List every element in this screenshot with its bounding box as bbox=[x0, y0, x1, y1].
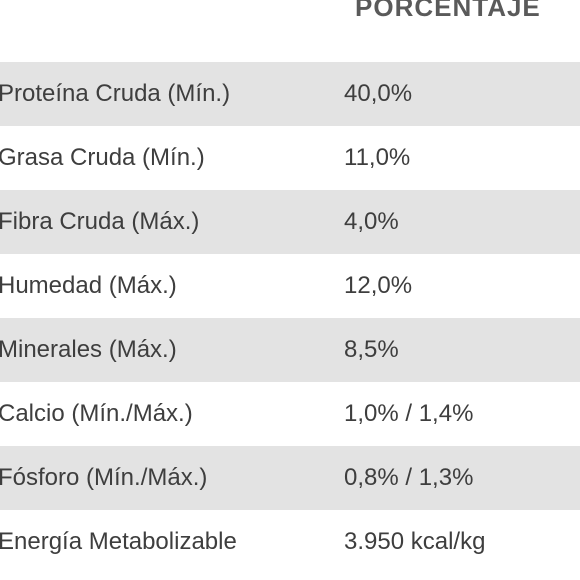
column-header-porcentaje: PORCENTAJE bbox=[355, 0, 541, 22]
table-row: Minerales (Máx.) 8,5% bbox=[0, 318, 580, 382]
nutrient-name: Humedad (Máx.) bbox=[0, 272, 177, 299]
nutrient-value: 8,5% bbox=[344, 336, 399, 363]
nutrient-name: Energía Metabolizable bbox=[0, 528, 237, 555]
nutrient-name: Fósforo (Mín./Máx.) bbox=[0, 464, 208, 491]
nutrient-value: 0,8% / 1,3% bbox=[344, 464, 474, 491]
table-row: Grasa Cruda (Mín.) 11,0% bbox=[0, 126, 580, 190]
nutrient-name: Minerales (Máx.) bbox=[0, 336, 177, 363]
nutrient-value: 40,0% bbox=[344, 80, 413, 107]
table-row: Humedad (Máx.) 12,0% bbox=[0, 254, 580, 318]
nutrient-value: 12,0% bbox=[344, 272, 413, 299]
nutrition-table: Proteína Cruda (Mín.) 40,0% Grasa Cruda … bbox=[0, 62, 580, 574]
nutrient-value: 3.950 kcal/kg bbox=[344, 528, 486, 555]
table-row: Fósforo (Mín./Máx.) 0,8% / 1,3% bbox=[0, 446, 580, 510]
nutrient-name: Calcio (Mín./Máx.) bbox=[0, 400, 193, 427]
table-header: PORCENTAJE bbox=[0, 0, 580, 62]
table-row: Calcio (Mín./Máx.) 1,0% / 1,4% bbox=[0, 382, 580, 446]
table-row: Energía Metabolizable 3.950 kcal/kg bbox=[0, 510, 580, 574]
table-row: Fibra Cruda (Máx.) 4,0% bbox=[0, 190, 580, 254]
nutrient-value: 4,0% bbox=[344, 208, 399, 235]
nutrient-name: Grasa Cruda (Mín.) bbox=[0, 144, 205, 171]
nutrient-name: Proteína Cruda (Mín.) bbox=[0, 80, 231, 107]
nutrient-value: 11,0% bbox=[344, 144, 411, 171]
nutrient-value: 1,0% / 1,4% bbox=[344, 400, 474, 427]
nutrient-name: Fibra Cruda (Máx.) bbox=[0, 208, 200, 235]
table-row: Proteína Cruda (Mín.) 40,0% bbox=[0, 62, 580, 126]
